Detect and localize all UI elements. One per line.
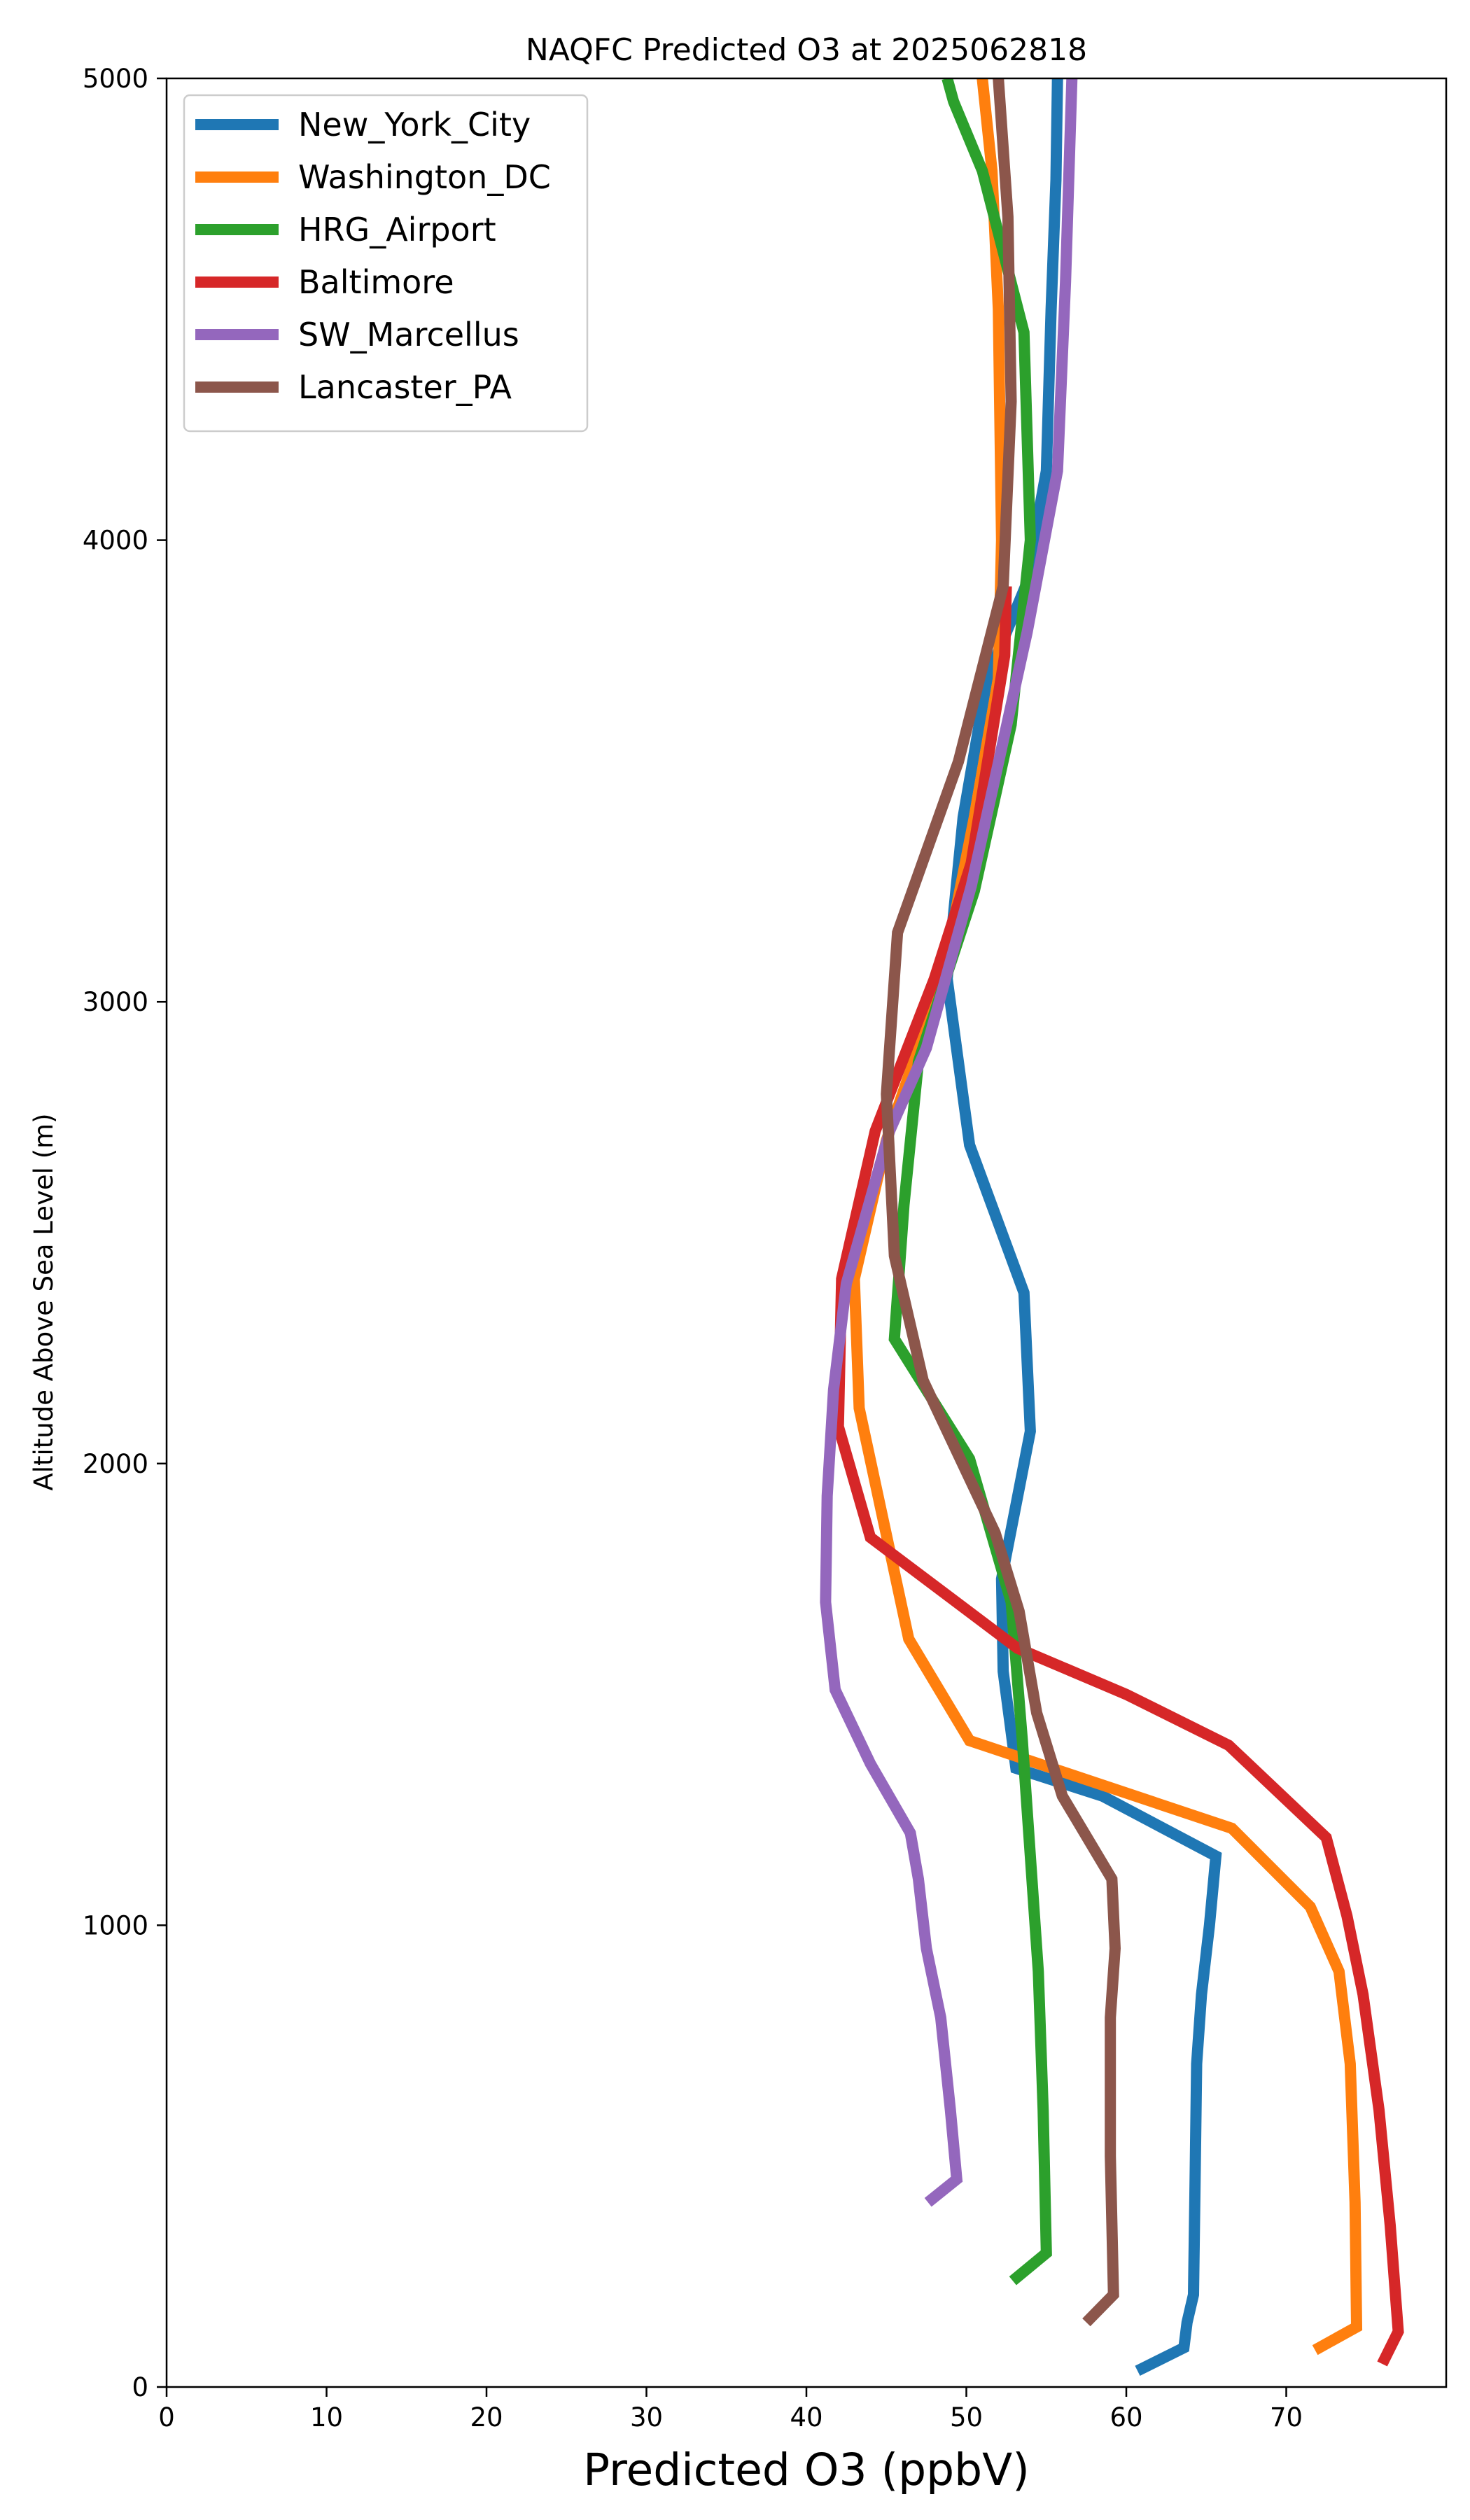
x-axis-label: Predicted O3 (ppbV): [583, 2444, 1030, 2496]
y-tick-label: 3000: [83, 987, 148, 1017]
legend-label-lancaster-pa: Lancaster_PA: [298, 368, 512, 406]
x-tick-label: 40: [790, 2402, 822, 2432]
y-tick-label: 4000: [83, 526, 148, 556]
y-tick-label: 2000: [83, 1449, 148, 1479]
series-line-baltimore: [832, 586, 1404, 2367]
x-tick-label: 60: [1110, 2402, 1142, 2432]
legend-label-hrg-airport: HRG_Airport: [298, 211, 496, 248]
series-line-sw-marcellus: [820, 78, 1078, 2207]
x-tick-label: 10: [310, 2402, 343, 2432]
legend-label-new-york-city: New_York_City: [298, 106, 531, 144]
x-tick-label: 0: [158, 2402, 175, 2432]
legend-label-sw-marcellus: SW_Marcellus: [298, 316, 519, 354]
plot-area: [820, 78, 1404, 2376]
legend-label-baltimore: Baltimore: [298, 263, 454, 301]
y-tick-label: 5000: [83, 64, 148, 94]
y-axis-label: Altitude Above Sea Level (m): [29, 1113, 59, 1490]
x-tick-label: 30: [630, 2402, 663, 2432]
x-tick-label: 50: [950, 2402, 983, 2432]
chart-title: NAQFC Predicted O3 at 2025062818: [526, 32, 1087, 68]
series-line-lancaster-pa: [881, 78, 1121, 2327]
axis-ticks: 0 10 20 30 40 50 60 70 0 1000 2000 3000 4000 5000: [83, 64, 1303, 2432]
x-tick-label: 70: [1270, 2402, 1303, 2432]
legend: New_York_City Washington_DC HRG_Airport Bal…: [183, 94, 589, 433]
legend-box: [183, 94, 589, 433]
y-tick-label: 0: [132, 2372, 148, 2402]
legend-label-washington-dc: Washington_DC: [298, 158, 551, 196]
x-tick-label: 20: [470, 2402, 503, 2432]
y-tick-label: 1000: [83, 1910, 148, 1940]
